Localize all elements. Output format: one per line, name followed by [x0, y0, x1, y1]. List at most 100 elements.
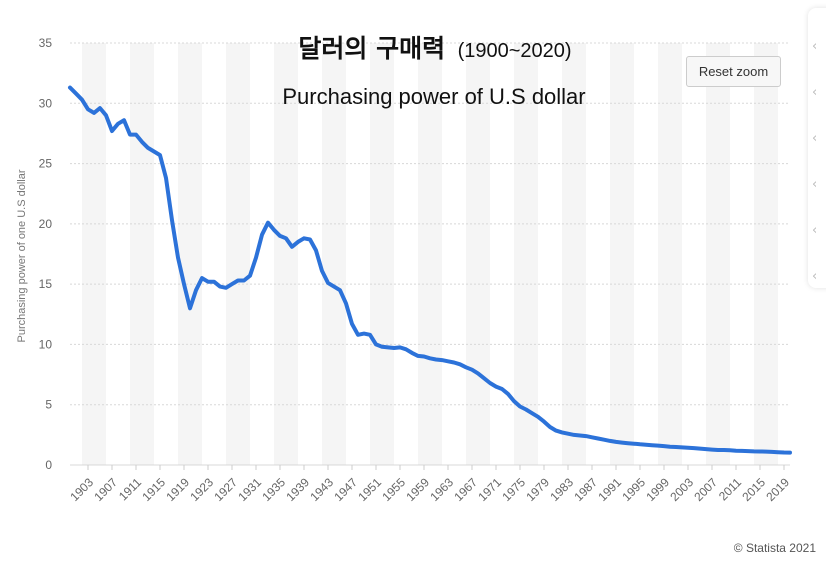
data-point[interactable] — [427, 355, 433, 361]
data-point[interactable] — [505, 391, 511, 397]
data-point[interactable] — [529, 410, 535, 416]
data-point[interactable] — [475, 370, 481, 376]
data-point[interactable] — [631, 441, 637, 447]
data-point[interactable] — [457, 361, 463, 367]
data-point[interactable] — [661, 443, 667, 449]
data-point[interactable] — [229, 281, 235, 287]
data-point[interactable] — [265, 220, 271, 226]
data-point[interactable] — [211, 279, 217, 285]
data-point[interactable] — [193, 287, 199, 293]
data-point[interactable] — [721, 447, 727, 453]
data-point[interactable] — [775, 449, 781, 455]
data-point[interactable] — [175, 255, 181, 261]
data-point[interactable] — [703, 446, 709, 452]
data-point[interactable] — [547, 424, 553, 430]
data-point[interactable] — [655, 443, 661, 449]
data-point[interactable] — [535, 414, 541, 420]
data-point[interactable] — [769, 449, 775, 455]
data-point[interactable] — [751, 448, 757, 454]
bookmark-icon[interactable]: ‹ — [812, 84, 818, 100]
data-point[interactable] — [643, 442, 649, 448]
data-point[interactable] — [733, 448, 739, 454]
data-point[interactable] — [541, 419, 547, 425]
data-point[interactable] — [151, 149, 157, 155]
data-point[interactable] — [271, 227, 277, 233]
data-point[interactable] — [337, 287, 343, 293]
data-point[interactable] — [565, 431, 571, 437]
data-point[interactable] — [745, 448, 751, 454]
data-point[interactable] — [85, 106, 91, 112]
data-point[interactable] — [157, 152, 163, 158]
data-point[interactable] — [187, 305, 193, 311]
data-point[interactable] — [109, 128, 115, 134]
data-point[interactable] — [325, 280, 331, 286]
data-point[interactable] — [319, 268, 325, 274]
data-point[interactable] — [445, 358, 451, 364]
data-point[interactable] — [601, 437, 607, 443]
data-point[interactable] — [247, 273, 253, 279]
data-point[interactable] — [199, 275, 205, 281]
data-point[interactable] — [145, 145, 151, 151]
data-point[interactable] — [583, 433, 589, 439]
data-point[interactable] — [403, 346, 409, 352]
data-point[interactable] — [625, 440, 631, 446]
data-point[interactable] — [277, 233, 283, 239]
data-point[interactable] — [439, 357, 445, 363]
data-point[interactable] — [739, 448, 745, 454]
data-point[interactable] — [715, 447, 721, 453]
settings-icon[interactable]: ‹ — [812, 176, 818, 192]
data-point[interactable] — [355, 332, 361, 338]
share-icon[interactable]: ‹ — [812, 38, 818, 54]
data-point[interactable] — [115, 121, 121, 127]
data-point[interactable] — [781, 449, 787, 455]
data-point[interactable] — [289, 244, 295, 250]
data-point[interactable] — [361, 331, 367, 337]
data-point[interactable] — [313, 247, 319, 253]
data-point[interactable] — [511, 398, 517, 404]
data-point[interactable] — [469, 367, 475, 373]
data-point[interactable] — [283, 235, 289, 241]
data-point[interactable] — [637, 441, 643, 447]
data-point[interactable] — [91, 110, 97, 116]
data-point[interactable] — [493, 384, 499, 390]
data-point[interactable] — [727, 447, 733, 453]
data-point[interactable] — [517, 404, 523, 410]
data-point[interactable] — [181, 281, 187, 287]
data-point[interactable] — [79, 97, 85, 103]
data-point[interactable] — [619, 440, 625, 446]
data-point[interactable] — [613, 439, 619, 445]
data-point[interactable] — [787, 450, 793, 456]
print-icon[interactable]: ‹ — [812, 222, 818, 238]
data-point[interactable] — [373, 341, 379, 347]
data-point[interactable] — [331, 284, 337, 290]
data-point[interactable] — [223, 285, 229, 291]
data-point[interactable] — [577, 432, 583, 438]
data-point[interactable] — [349, 321, 355, 327]
data-point[interactable] — [295, 239, 301, 245]
data-point[interactable] — [301, 235, 307, 241]
data-point[interactable] — [259, 232, 265, 238]
data-point[interactable] — [409, 350, 415, 356]
data-point[interactable] — [451, 360, 457, 366]
data-point[interactable] — [121, 117, 127, 123]
data-point[interactable] — [169, 217, 175, 223]
data-point[interactable] — [73, 91, 79, 97]
data-point[interactable] — [415, 353, 421, 359]
data-point[interactable] — [307, 237, 313, 243]
data-point[interactable] — [691, 445, 697, 451]
data-point[interactable] — [433, 357, 439, 363]
statista-credit[interactable]: © Statista 2021 — [733, 541, 816, 555]
data-point[interactable] — [379, 344, 385, 350]
data-point[interactable] — [709, 447, 715, 453]
data-point[interactable] — [385, 344, 391, 350]
data-point[interactable] — [667, 444, 673, 450]
data-point[interactable] — [559, 429, 565, 435]
data-point[interactable] — [589, 434, 595, 440]
data-point[interactable] — [67, 85, 73, 91]
data-point[interactable] — [133, 132, 139, 138]
data-point[interactable] — [481, 375, 487, 381]
data-point[interactable] — [607, 438, 613, 444]
data-point[interactable] — [553, 428, 559, 434]
data-point[interactable] — [217, 284, 223, 290]
data-point[interactable] — [679, 444, 685, 450]
